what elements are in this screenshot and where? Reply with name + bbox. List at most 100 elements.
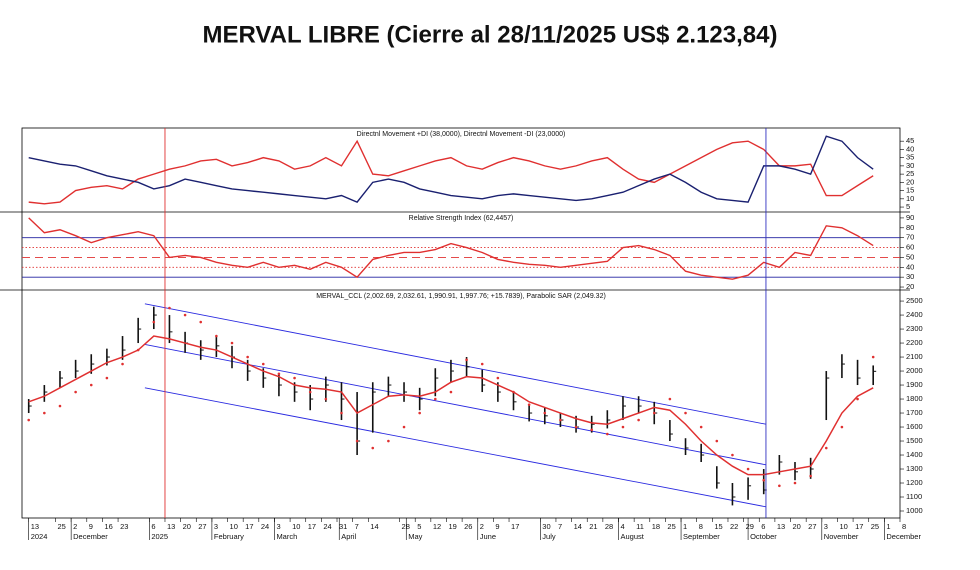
x-tick-label: 28	[605, 522, 613, 531]
month-label: March	[276, 532, 297, 541]
sar-dot	[856, 397, 859, 401]
x-tick-label: 26	[464, 522, 472, 531]
x-tick-label: 10	[839, 522, 847, 531]
y-tick-label: 15	[906, 186, 914, 195]
sar-dot	[152, 320, 156, 324]
y-tick-label: 70	[906, 233, 914, 242]
sar-dot	[778, 484, 781, 488]
sar-dot	[230, 341, 234, 345]
x-tick-label: 13	[777, 522, 785, 531]
x-tick-label: 14	[574, 522, 582, 531]
y-tick-label: 60	[906, 243, 914, 252]
sar-dot	[637, 418, 640, 422]
x-tick-label: 3	[824, 522, 828, 531]
sar-dot	[261, 362, 265, 366]
y-tick-label: 1100	[906, 492, 922, 501]
sar-dot	[277, 372, 281, 376]
sar-dot	[168, 306, 171, 310]
x-tick-label: 13	[31, 522, 39, 531]
x-tick-label: 18	[652, 522, 660, 531]
month-label: 2024	[31, 532, 48, 541]
sar-dot	[89, 383, 93, 387]
y-tick-label: 1600	[906, 422, 923, 431]
sar-dot	[762, 478, 766, 482]
month-label: September	[683, 532, 720, 541]
y-tick-label: 2300	[906, 324, 923, 333]
sar-dot	[434, 397, 437, 401]
month-label: December	[73, 532, 108, 541]
x-tick-label: 12	[433, 522, 441, 531]
x-tick-label: 15	[714, 522, 722, 531]
sar-dot	[199, 320, 203, 324]
sar-dot	[58, 404, 62, 408]
x-tick-label: 27	[198, 522, 206, 531]
y-tick-label: 2100	[906, 352, 923, 361]
sar-dot	[183, 313, 187, 317]
channel-line	[144, 344, 767, 466]
x-tick-label: 30	[542, 522, 550, 531]
x-tick-label: 17	[308, 522, 316, 531]
x-tick-label: 8	[699, 522, 703, 531]
y-tick-label: 20	[906, 282, 914, 291]
x-tick-label: 7	[355, 522, 359, 531]
y-tick-label: 30	[906, 272, 914, 281]
panel-title: Relative Strength Index (62,4457)	[409, 215, 514, 222]
sar-dot	[824, 446, 828, 450]
sar-dot	[699, 425, 703, 429]
x-tick-label: 5	[417, 522, 421, 531]
y-tick-label: 40	[906, 262, 914, 271]
sar-dot	[418, 411, 421, 415]
sar-dot	[621, 425, 625, 429]
y-tick-label: 1700	[906, 408, 923, 417]
y-tick-label: 25	[906, 169, 914, 178]
sar-dot	[527, 403, 531, 406]
sar-dot	[590, 428, 593, 432]
month-label: May	[408, 532, 422, 541]
sar-dot	[809, 474, 812, 478]
y-tick-label: 50	[906, 252, 914, 261]
y-tick-label: 1900	[906, 380, 923, 389]
x-tick-label: 16	[104, 522, 112, 531]
sar-dot	[449, 390, 453, 394]
sar-dot	[668, 397, 672, 401]
x-tick-label: 10	[230, 522, 238, 531]
x-tick-label: 9	[495, 522, 499, 531]
moving-average	[28, 335, 874, 476]
sar-dot	[355, 439, 359, 443]
x-tick-label: 17	[511, 522, 519, 531]
x-tick-label: 6	[761, 522, 765, 531]
x-tick-label: 17	[245, 522, 253, 531]
sar-dot	[480, 362, 484, 366]
y-tick-label: 10	[906, 194, 914, 203]
y-tick-label: 90	[906, 213, 914, 222]
x-tick-label: 3	[214, 522, 218, 531]
sar-dot	[559, 418, 562, 422]
sar-dot	[371, 446, 375, 450]
indicator-line	[28, 135, 874, 203]
sar-dot	[684, 411, 687, 415]
sar-dot	[715, 439, 719, 443]
y-tick-label: 1200	[906, 478, 923, 487]
indicator-line	[28, 217, 874, 280]
y-tick-label: 1800	[906, 394, 923, 403]
x-tick-label: 3	[276, 522, 280, 531]
sar-dot	[324, 397, 328, 401]
sar-dot	[574, 425, 578, 429]
sar-dot	[293, 376, 296, 380]
x-tick-label: 17	[855, 522, 863, 531]
x-tick-label: 1	[886, 522, 890, 531]
sar-dot	[27, 418, 31, 422]
channel-line	[144, 303, 767, 425]
x-tick-label: 31	[339, 522, 347, 531]
sar-dot	[543, 411, 547, 415]
x-tick-label: 14	[370, 522, 378, 531]
x-tick-label: 2	[480, 522, 484, 531]
sar-dot	[465, 358, 468, 362]
sar-dot	[652, 411, 656, 415]
x-tick-label: 23	[120, 522, 128, 531]
x-tick-label: 1	[683, 522, 687, 531]
x-tick-label: 7	[558, 522, 562, 531]
page-title: MERVAL LIBRE (Cierre al 28/11/2025 US$ 2…	[203, 21, 778, 48]
x-tick-label: 27	[808, 522, 816, 531]
